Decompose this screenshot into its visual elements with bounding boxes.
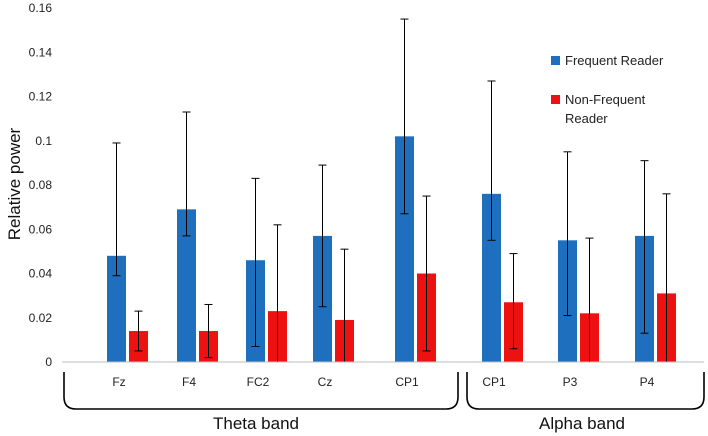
band-groups: Theta band Alpha band: [63, 372, 705, 433]
category-label: Fz: [112, 375, 125, 389]
bars: [107, 136, 676, 362]
category-label: P4: [640, 375, 655, 389]
bar-frequent-cp1: [395, 136, 414, 362]
category-label: CP1: [395, 375, 419, 389]
legend: Frequent Reader Non-Frequent Reader: [551, 53, 664, 126]
error-bars: [112, 18, 671, 363]
errorbar-frequent-cp1: [487, 80, 496, 241]
y-tick-label: 0.08: [29, 178, 53, 192]
y-tick-label: 0.02: [29, 311, 53, 325]
y-tick-label: 0.14: [29, 45, 53, 59]
category-label: P3: [563, 375, 578, 389]
errorbar-nonfrequent-cp1: [422, 195, 431, 352]
category-label: F4: [182, 375, 196, 389]
legend-swatch-frequent: [551, 56, 560, 65]
band-bracket: [466, 372, 705, 410]
y-tick-label: 0: [45, 355, 52, 369]
bar-frequent-cp1: [482, 193, 501, 362]
legend-swatch-nonfrequent: [551, 95, 560, 104]
y-tick-label: 0.12: [29, 90, 53, 104]
errorbar-frequent-p3: [563, 151, 572, 317]
errorbar-nonfrequent-f4: [204, 303, 213, 359]
errorbar-frequent-cp1: [400, 18, 409, 215]
y-axis-ticks: 0 0.02 0.04 0.06 0.08 0.1 0.12 0.14 0.16: [29, 1, 53, 369]
band-label: Alpha band: [539, 414, 625, 433]
y-tick-label: 0.04: [29, 267, 53, 281]
bar-frequent-f4: [177, 209, 196, 362]
y-tick-label: 0.16: [29, 1, 53, 15]
errorbar-frequent-fc2: [251, 177, 260, 348]
errorbar-nonfrequent-fz: [134, 310, 143, 352]
category-label: CP1: [482, 375, 506, 389]
errorbar-frequent-fz: [112, 142, 121, 277]
errorbar-frequent-f4: [182, 111, 191, 237]
category-label: FC2: [247, 375, 270, 389]
errorbar-nonfrequent-cp1: [509, 253, 518, 350]
y-tick-label: 0.06: [29, 222, 53, 236]
band-group-0: Theta band: [63, 372, 459, 433]
category-label: Cz: [318, 375, 333, 389]
errorbar-frequent-cz: [318, 164, 327, 308]
legend-label-frequent: Frequent Reader: [565, 53, 664, 68]
bar-frequent-fz: [107, 255, 126, 362]
band-label: Theta band: [213, 414, 299, 433]
band-bracket: [63, 372, 459, 410]
legend-label-nonfrequent: Non-Frequent Reader: [565, 92, 646, 126]
y-tick-label: 0.1: [35, 134, 52, 148]
category-labels: Fz F4 FC2 Cz CP1 CP1 P3 P4: [112, 375, 654, 389]
y-axis-label: Relative power: [5, 127, 24, 240]
errorbar-frequent-p4: [640, 160, 649, 334]
band-group-1: Alpha band: [466, 372, 705, 433]
